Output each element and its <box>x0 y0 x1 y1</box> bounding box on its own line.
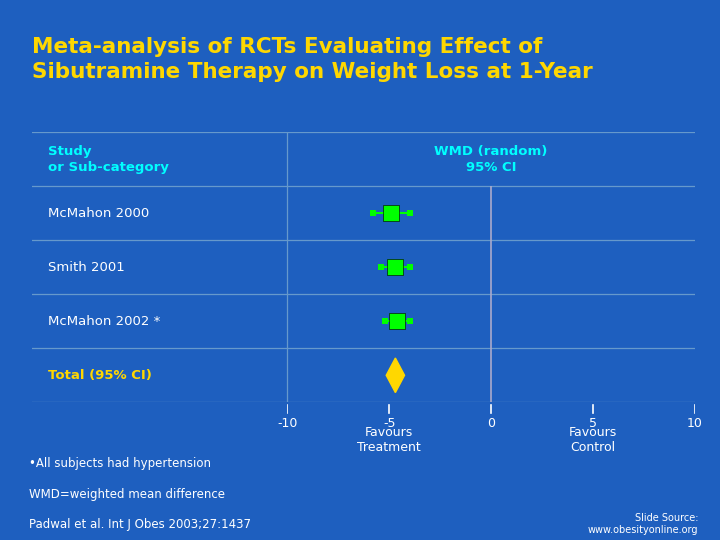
Text: Favours
Control: Favours Control <box>569 426 617 454</box>
Text: Padwal et al. Int J Obes 2003;27:1437: Padwal et al. Int J Obes 2003;27:1437 <box>29 517 251 530</box>
Text: WMD=weighted mean difference: WMD=weighted mean difference <box>29 488 225 501</box>
Text: 5: 5 <box>589 417 597 430</box>
Text: •All subjects had hypertension: •All subjects had hypertension <box>29 457 211 470</box>
Text: Study
or Sub-category: Study or Sub-category <box>48 145 168 174</box>
Text: Total (95% CI): Total (95% CI) <box>48 369 152 382</box>
Text: 0: 0 <box>487 417 495 430</box>
Text: Favours
Treatment: Favours Treatment <box>357 426 421 454</box>
Text: WMD (random)
95% CI: WMD (random) 95% CI <box>434 145 548 174</box>
Text: McMahon 2002 *: McMahon 2002 * <box>48 315 160 328</box>
Text: Slide Source:
www.obesityonline.org: Slide Source: www.obesityonline.org <box>588 513 698 535</box>
Text: -10: -10 <box>277 417 297 430</box>
Text: McMahon 2000: McMahon 2000 <box>48 207 149 220</box>
Text: 10: 10 <box>687 417 703 430</box>
Text: Meta-analysis of RCTs Evaluating Effect of
Sibutramine Therapy on Weight Loss at: Meta-analysis of RCTs Evaluating Effect … <box>32 37 593 82</box>
Polygon shape <box>386 358 405 393</box>
Text: -5: -5 <box>383 417 395 430</box>
Text: Smith 2001: Smith 2001 <box>48 261 125 274</box>
